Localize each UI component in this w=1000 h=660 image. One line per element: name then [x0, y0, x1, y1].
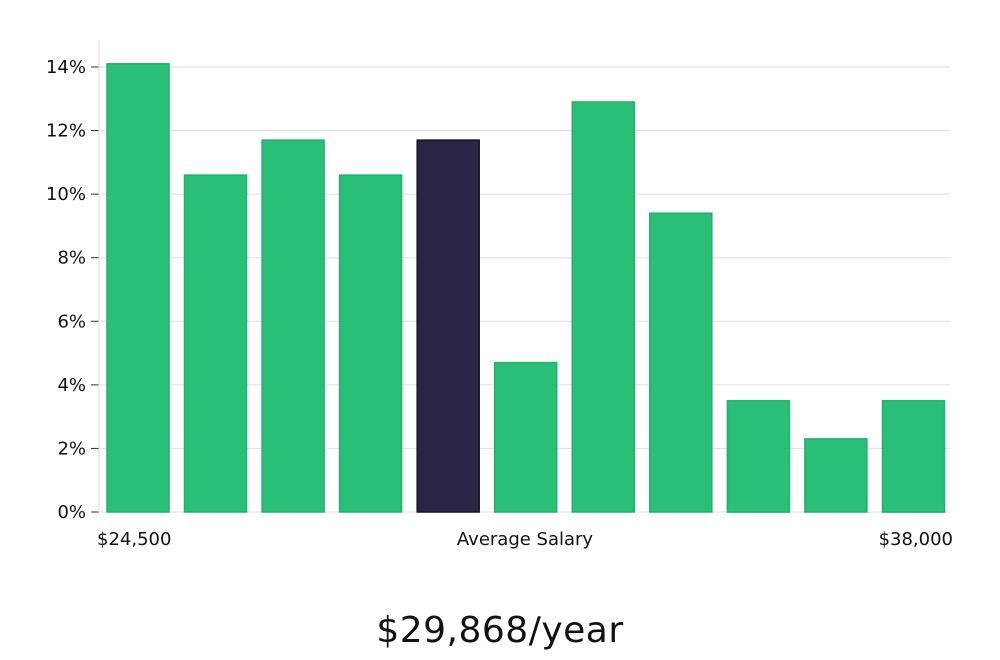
y-tick-label: 12%	[46, 121, 86, 142]
bar	[338, 174, 403, 513]
x-axis-min-label: $24,500	[97, 529, 172, 550]
bar	[726, 400, 791, 513]
bar	[649, 212, 713, 513]
y-tick-label: 0%	[57, 502, 86, 523]
bar	[804, 438, 868, 513]
x-axis-title: Average Salary	[456, 529, 594, 550]
bars	[106, 63, 946, 513]
y-tick-label: 2%	[57, 438, 86, 459]
bar-average-highlight	[416, 139, 480, 513]
bar	[261, 139, 325, 513]
y-tick-label: 14%	[46, 57, 86, 78]
x-axis-max-label: $38,000	[878, 529, 953, 550]
salary-histogram-chart: 0% 2% 4% 6% 8% 10% 12% 14%	[46, 40, 950, 523]
y-tick-label: 8%	[57, 248, 86, 269]
y-axis-ticks: 0% 2% 4% 6% 8% 10% 12% 14%	[46, 57, 99, 523]
bar	[493, 361, 558, 513]
bar	[106, 63, 170, 513]
bar	[571, 101, 636, 513]
bar	[183, 174, 248, 513]
bar	[881, 400, 946, 513]
y-tick-label: 6%	[57, 311, 86, 332]
y-tick-label: 4%	[57, 375, 86, 396]
y-tick-label: 10%	[46, 184, 86, 205]
average-salary-value: $29,868/year	[376, 610, 624, 651]
